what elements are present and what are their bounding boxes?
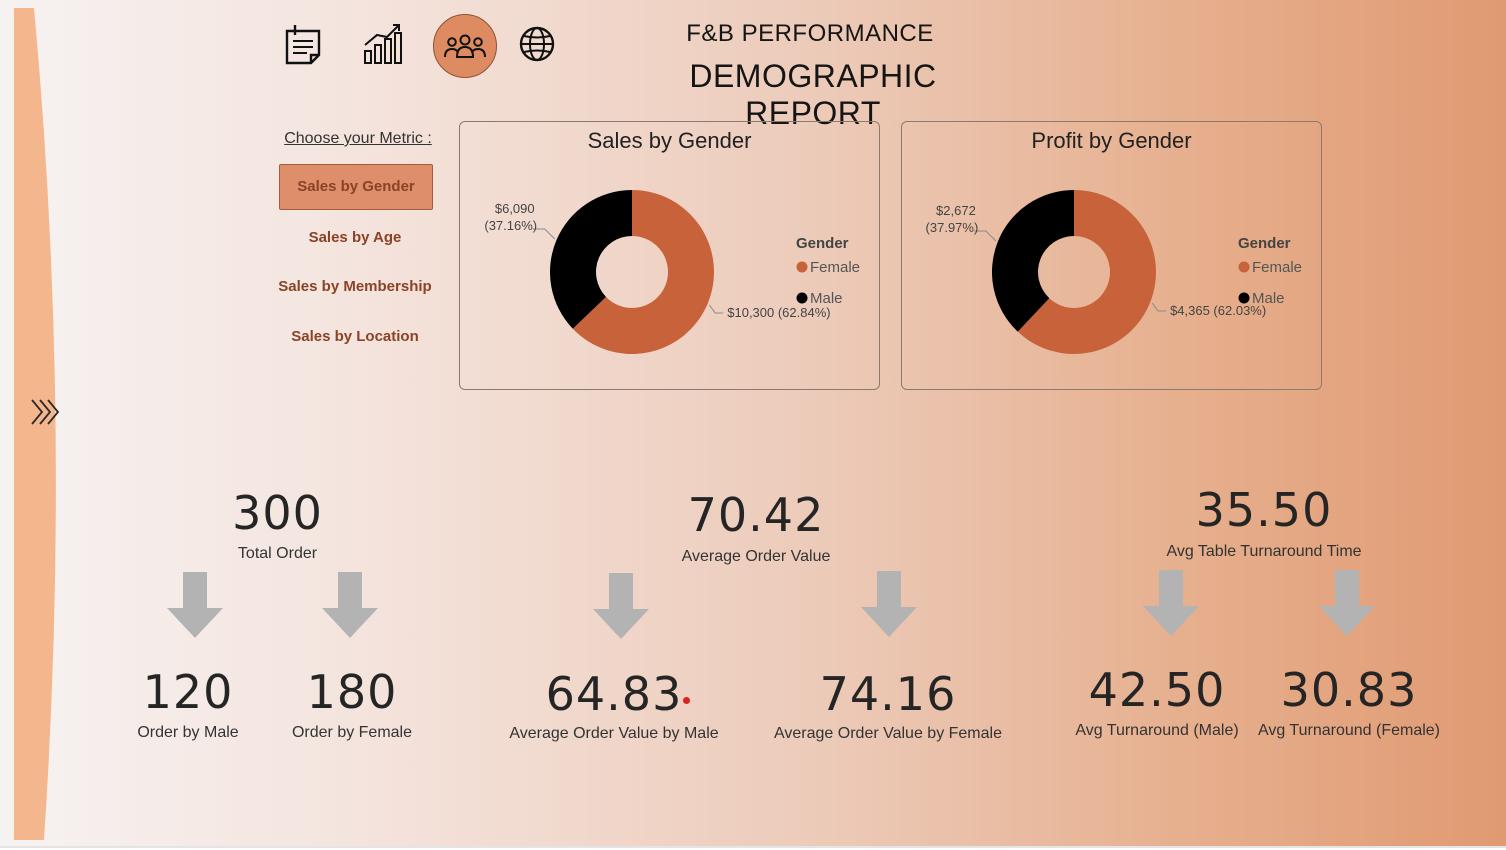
globe-icon (519, 26, 555, 62)
order-by-male-label: Order by Male (137, 724, 239, 741)
aov-by-female-label: Average Order Value by Female (774, 725, 1002, 742)
nav-location-button[interactable] (507, 14, 567, 74)
slice-male[interactable] (550, 190, 632, 329)
aov-by-female-value: 74.16 (819, 667, 957, 721)
arrow-down-icon (167, 572, 223, 638)
metric-sales-by-membership-button[interactable]: Sales by Membership (278, 278, 432, 295)
turnaround-female-value: 30.83 (1280, 663, 1418, 717)
arrow-down-icon (1143, 570, 1199, 636)
metric-selector-heading: Choose your Metric : (284, 130, 432, 147)
legend-item-male[interactable]: Male (810, 290, 843, 307)
leader-line (708, 304, 724, 314)
leader-line (973, 230, 997, 242)
bottom-border (0, 846, 1506, 848)
legend-title: Gender (1238, 235, 1291, 252)
legend-marker-male (796, 292, 808, 304)
expand-chevrons-icon[interactable] (28, 396, 64, 428)
turnaround-label: Avg Table Turnaround Time (1166, 543, 1362, 560)
status-dot (683, 697, 690, 704)
donut-chart: $4,365 (62.03%) $2,672 (37.97%) Gender Femal… (926, 190, 1302, 354)
sales-by-gender-card: Sales by Gender $10,300 (62.84%) $6,090 (3… (459, 121, 880, 390)
chart-title: Sales by Gender (587, 128, 752, 153)
report-supertitle: F&B PERFORMANCE (686, 20, 934, 47)
report-icon (285, 25, 321, 65)
arrow-down-icon (593, 573, 649, 639)
turnaround-value: 35.50 (1195, 483, 1333, 537)
slice-female[interactable] (572, 190, 714, 354)
average-order-value: 70.42 (687, 488, 825, 542)
people-icon (444, 34, 486, 58)
growth-chart-icon (364, 24, 402, 64)
legend-marker-female (796, 261, 808, 273)
legend-title: Gender (796, 235, 849, 252)
arrow-down-icon (322, 572, 378, 638)
aov-by-male-value: 64.83 (545, 667, 683, 721)
arrow-down-icon (861, 571, 917, 637)
slice-female[interactable] (1017, 190, 1156, 354)
metric-sales-by-gender-button[interactable]: Sales by Gender (279, 164, 433, 210)
data-label-male: $6,090 (37.16%) (484, 201, 537, 233)
total-order-value: 300 (232, 486, 323, 540)
data-label-female: $10,300 (62.84%) (727, 305, 830, 320)
turnaround-male-value: 42.50 (1088, 663, 1226, 717)
nav-demographic-button[interactable] (433, 14, 497, 78)
leader-line (532, 228, 556, 240)
order-by-male-value: 120 (142, 665, 234, 719)
arrow-down-icon (1319, 570, 1375, 636)
page-title: DEMOGRAPHIC REPORT (689, 58, 937, 131)
leader-line (1151, 302, 1167, 312)
side-panel (14, 8, 56, 840)
average-order-value-label: Average Order Value (681, 548, 831, 565)
aov-by-male-label: Average Order Value by Male (509, 725, 719, 742)
legend-item-female[interactable]: Female (810, 259, 860, 276)
metric-sales-by-age-button[interactable]: Sales by Age (308, 229, 402, 246)
legend-marker-male (1238, 292, 1250, 304)
turnaround-male-label: Avg Turnaround (Male) (1075, 722, 1239, 739)
data-label-female: $4,365 (62.03%) (1170, 303, 1266, 318)
slice-male[interactable] (992, 190, 1074, 332)
order-by-female-label: Order by Female (291, 724, 413, 741)
legend-marker-female (1238, 261, 1250, 273)
donut-chart: $10,300 (62.84%) $6,090 (37.16%) Gender Fema… (484, 190, 860, 354)
turnaround-female-label: Avg Turnaround (Female) (1257, 722, 1440, 739)
total-order-label: Total Order (237, 545, 318, 562)
data-label-male: $2,672 (37.97%) (926, 203, 979, 235)
profit-by-gender-card: Profit by Gender $4,365 (62.03%) $2,672 (3… (901, 121, 1322, 390)
metric-sales-by-location-button[interactable]: Sales by Location (291, 328, 419, 345)
nav-performance-button[interactable] (354, 14, 414, 74)
nav-report-button[interactable] (274, 14, 334, 74)
legend-item-male[interactable]: Male (1252, 290, 1285, 307)
chart-title: Profit by Gender (1031, 128, 1192, 153)
order-by-female-value: 180 (306, 665, 398, 719)
legend-item-female[interactable]: Female (1252, 259, 1302, 276)
